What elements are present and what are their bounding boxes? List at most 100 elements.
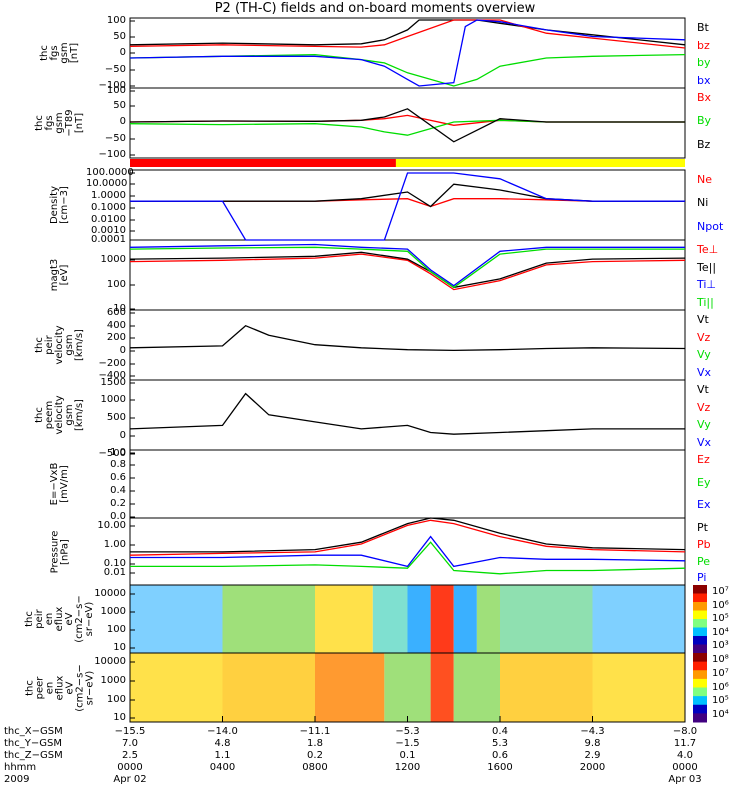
ephem-value-2-0: −11.1: [299, 726, 331, 737]
series-line-veir-14: [129, 324, 686, 352]
ylabel-elecspec: thc peer en eflux eV (cm2−s− sr−eV): [24, 663, 95, 712]
ytick-fgh: 50: [113, 100, 126, 111]
colorbar-tick-elecspec-1: 10⁷: [712, 667, 729, 679]
colorbar-tick-ionspec-2: 10⁵: [712, 613, 729, 625]
legend-veir-2: Vy: [697, 348, 711, 361]
ephem-value-0-4: Apr 02: [113, 774, 147, 785]
series-line-density-9: [130, 172, 685, 241]
ionspec-band-1: [222, 585, 315, 653]
legend-temp-0: Te⊥: [697, 243, 719, 256]
series-line-fgh-6: [129, 108, 685, 143]
mode-bar-yellow: [395, 159, 685, 167]
ephem-value-1-3: 0400: [209, 762, 236, 773]
legend-efield-1: Ey: [697, 475, 711, 489]
colorbar-seg-ionspec-5: [693, 627, 707, 637]
ionspec-band-6: [453, 585, 477, 653]
ephem-value-6-3: 0000: [672, 762, 698, 773]
ephem-value-5-3: 2000: [579, 762, 606, 773]
chart-title: P2 (TH-C) fields and on-board moments ov…: [214, 1, 536, 16]
ionspec-band-4: [407, 585, 431, 653]
colorbar-tick-elecspec-2: 10⁶: [712, 681, 729, 693]
ephem-label-2: thc_Z−GSM: [4, 750, 63, 761]
legend-veir-0: Vt: [697, 313, 709, 326]
ylabel-efield: E=−VxB [mV/m]: [49, 462, 70, 506]
colorbar-seg-ionspec-4: [693, 619, 707, 628]
ytick-fgs: 50: [113, 31, 126, 42]
panel-frame-veem: [129, 379, 686, 451]
ionspec-band-5: [430, 585, 454, 653]
ephem-value-1-0: −14.0: [207, 726, 238, 737]
ephem-value-6-2: 4.0: [677, 750, 693, 761]
ytick-ionspec: 10: [113, 642, 126, 653]
ytick-fgs: 100: [106, 15, 126, 26]
ephem-value-6-4: Apr 03: [668, 774, 702, 785]
ytick-efield: 0.6: [110, 472, 126, 483]
colorbar-tick-ionspec-4: 10³: [712, 640, 729, 652]
colorbar-tick-elecspec-3: 10⁵: [712, 695, 729, 707]
ephem-value-0-3: 0000: [117, 762, 143, 773]
ephem-value-0-0: −15.5: [114, 726, 146, 737]
series-line-pressure-18: [130, 541, 686, 575]
ytick-density: 0.1000: [91, 202, 126, 213]
legend-temp-1: Te||: [697, 260, 717, 274]
ytick-veir: 200: [106, 332, 126, 343]
ytick-veir: −200: [98, 358, 126, 369]
ytick-veem: 500: [106, 412, 126, 423]
colorbar-seg-elecspec-0: [693, 653, 707, 663]
legend-efield-2: Ex: [697, 498, 711, 512]
ytick-fgh: −100: [98, 149, 126, 160]
colorbar-seg-ionspec-1: [693, 593, 707, 603]
legend-density-2: Npot: [697, 219, 724, 233]
legend-veir-3: Vx: [697, 365, 712, 379]
panel-frame-density: [129, 169, 686, 241]
legend-veem-1: Vz: [697, 400, 711, 414]
legend-pressure-0: Pt: [697, 521, 708, 534]
ephem-label-3: hhmm: [4, 762, 37, 773]
ytick-ionspec: 100: [106, 624, 126, 635]
ylabel-ionspec: thc peir en eflux eV (cm2−s− sr−eV): [24, 595, 95, 643]
colorbar-tick-ionspec-3: 10⁴: [712, 626, 729, 638]
elecspec-band-0: [130, 653, 223, 722]
legend-veem-3: Vx: [697, 435, 712, 449]
ephem-value-1-2: 1.1: [214, 750, 231, 761]
colorbar-seg-elecspec-3: [693, 678, 707, 688]
ytick-veem: 1500: [100, 377, 126, 388]
ephem-value-0-2: 2.5: [122, 750, 138, 761]
elecspec-band-7: [592, 653, 685, 722]
ionspec-band-3: [372, 585, 408, 653]
panel-frame-fgs: [129, 17, 686, 89]
ephem-value-6-0: −8.0: [672, 726, 698, 737]
elecspec-band-5: [453, 653, 500, 722]
colorbar-tick-ionspec-1: 10⁶: [712, 599, 729, 611]
mode-bar-red: [130, 159, 396, 167]
ytick-temp: 1000: [100, 254, 126, 265]
legend-pressure-1: Pb: [697, 537, 711, 551]
ephem-value-5-1: 9.8: [584, 738, 601, 749]
series-line-temp-12: [129, 243, 685, 287]
ytick-density: 0.0001: [91, 234, 126, 245]
ephem-value-4-3: 1600: [487, 762, 513, 773]
colorbar-seg-elecspec-6: [693, 704, 707, 714]
ytick-efield: 0.2: [110, 498, 126, 509]
colorbar-seg-elecspec-4: [693, 687, 707, 697]
series-line-pressure-16: [130, 517, 686, 553]
ytick-temp: 100: [106, 279, 126, 290]
colorbar-seg-ionspec-7: [693, 644, 707, 654]
ytick-ionspec: 10000: [94, 588, 126, 599]
series-line-fgs-2: [129, 53, 686, 87]
ytick-ionspec: 1000: [100, 606, 126, 617]
ytick-veir: −400: [98, 370, 126, 381]
ephem-label-0: thc_X−GSM: [4, 726, 63, 737]
series-line-density-7: [130, 198, 685, 208]
ytick-fgs: 0: [119, 47, 126, 58]
colorbar-seg-elecspec-5: [693, 696, 707, 706]
ylabel-veir: thc peir velocity gsm [km/s]: [34, 325, 85, 365]
ephem-value-6-1: 11.7: [673, 738, 697, 749]
ytick-fgh: 0: [119, 116, 126, 127]
legend-density-0: Ne: [697, 173, 712, 186]
colorbar-seg-ionspec-2: [693, 602, 707, 611]
ionspec-band-9: [592, 585, 685, 653]
ephem-value-0-1: 7.0: [122, 738, 138, 749]
ephem-value-3-3: 1200: [394, 762, 421, 773]
